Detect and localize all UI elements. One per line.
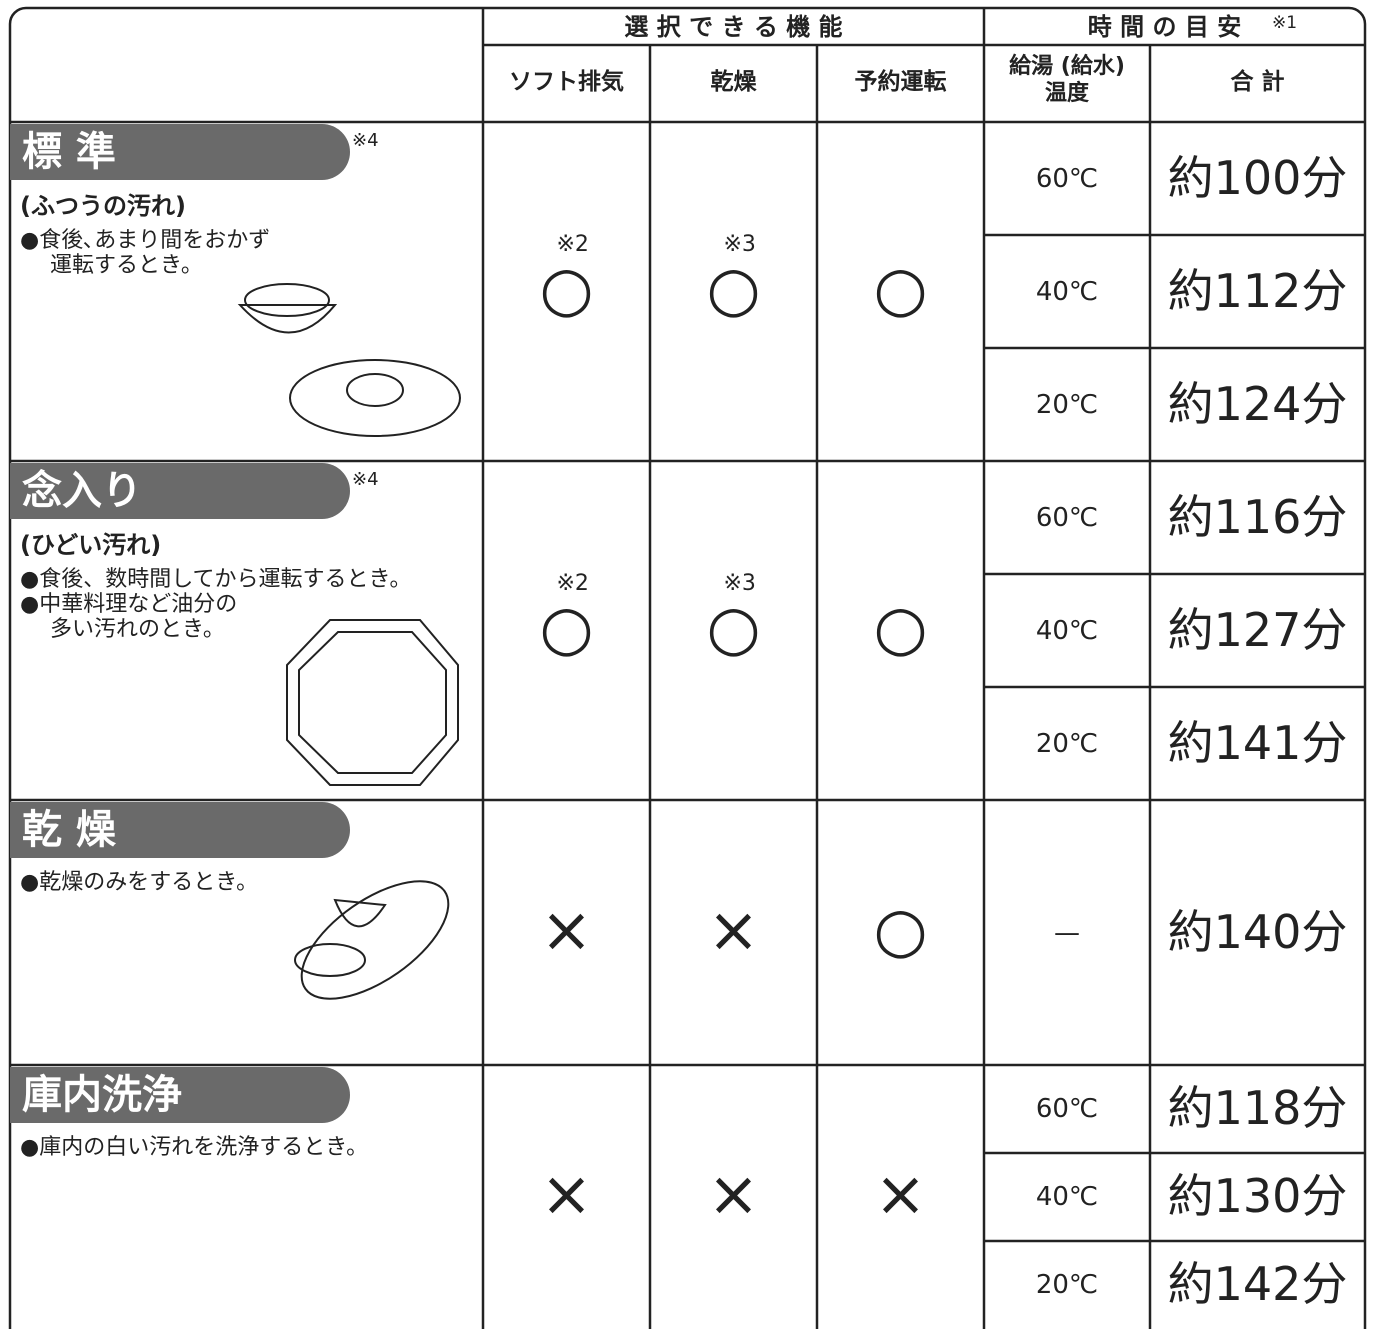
function-mark: × [874,1157,927,1230]
function-mark: × [707,892,760,966]
course-subtitle: (ふつうの汚れ) [20,192,186,220]
course-description: ●食後､あまり間をおかず [20,228,271,253]
total-time: 約142分 [1167,1257,1348,1311]
total-time: 約112分 [1167,263,1348,318]
total-time: 約124分 [1167,376,1348,431]
temperature: 60℃ [1035,502,1099,533]
temperature: 20℃ [1035,389,1099,420]
total-time: 約141分 [1167,715,1348,770]
course-description: ●乾燥のみをするとき。 [20,870,259,895]
function-mark: ○ [873,590,928,664]
column-header: 予約運転 [854,69,947,95]
platter [286,619,459,786]
function-mark: ○ [706,590,761,664]
temperature: 20℃ [1035,1270,1099,1300]
course-name: 念入り [10,463,350,519]
column-header: 給湯 (給水) [1009,54,1125,79]
grid [10,8,1365,1329]
function-mark: × [540,1157,593,1230]
course-name: 庫内洗浄 [10,1067,350,1123]
course-description: 運転するとき。 [50,253,203,278]
column-header: ソフト排気 [509,69,624,95]
header-group: 選 択 で き る 機 能 [624,13,843,41]
function-mark: × [540,892,593,966]
course-description: 多い汚れのとき。 [50,617,225,642]
column-header: 乾燥 [710,69,757,95]
total-time: 約100分 [1167,150,1348,205]
total-time: 約116分 [1167,489,1348,544]
function-mark: ○ [873,251,928,325]
course-note: ※4 [352,130,379,151]
total-time: 約118分 [1167,1081,1348,1135]
course-note: ※4 [352,469,379,490]
header-group: 時 間 の 目 安 [1087,13,1242,41]
function-mark: ○ [873,892,928,966]
course-name: 乾 燥 [10,802,350,858]
temperature: 40℃ [1035,1182,1099,1212]
course-description: ●中華料理など油分の [20,592,238,617]
rice-bowl [237,304,338,334]
column-header: 合 計 [1230,69,1285,95]
table-border [8,6,1367,1329]
function-mark: ○ [539,251,594,325]
temperature: 40℃ [1035,615,1099,646]
temperature: 20℃ [1035,728,1099,759]
function-note: ※3 [723,570,756,596]
platter-inner [298,631,447,774]
course-description: ●食後、数時間してから運転するとき。 [20,567,412,592]
illustrations [237,283,461,1000]
plate [289,359,461,437]
temperature: 60℃ [1035,163,1099,194]
function-note: ※2 [556,570,589,596]
function-mark: ○ [706,251,761,325]
egg [346,373,404,407]
total-time: 約127分 [1167,602,1348,657]
function-note: ※3 [723,231,756,257]
total-time: 約130分 [1167,1169,1348,1223]
temperature: — [1054,917,1080,948]
cup [333,898,387,928]
function-mark: ○ [539,590,594,664]
dish [300,880,450,1000]
course-name: 標 準 [10,124,350,180]
course-description: ●庫内の白い汚れを洗浄するとき。 [20,1135,369,1160]
temperature: 60℃ [1035,1094,1099,1124]
total-time: 約140分 [1167,904,1348,959]
temperature: 40℃ [1035,276,1099,307]
column-header: 温度 [1044,81,1089,106]
course-subtitle: (ひどい汚れ) [20,531,162,559]
function-mark: × [707,1157,760,1230]
header-note: ※1 [1272,13,1298,33]
function-note: ※2 [556,231,589,257]
rice [244,283,330,317]
saucer [294,943,366,977]
